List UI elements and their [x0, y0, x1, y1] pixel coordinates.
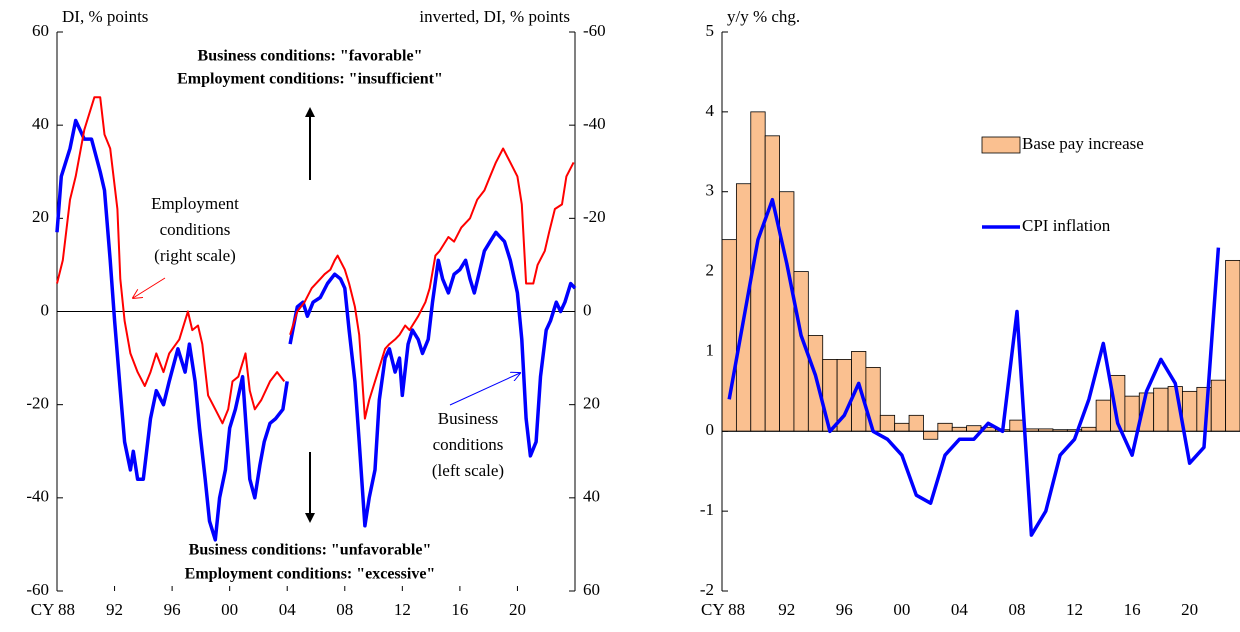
x-tick-label: 92 — [778, 600, 795, 619]
bar — [937, 422, 953, 432]
y-axis-title: y/y % chg. — [727, 7, 800, 26]
y-tick-label: 0 — [583, 300, 592, 319]
y2-axis-title: inverted, DI, % points — [419, 7, 570, 26]
y-tick-label: 40 — [32, 114, 49, 133]
bar — [1182, 390, 1198, 432]
y-tick-label: -20 — [26, 394, 49, 413]
y-tick-label: 60 — [32, 21, 49, 40]
y-tick-label: 0 — [41, 300, 50, 319]
y-tick-label: 1 — [706, 340, 715, 359]
pointer-arrow — [449, 373, 520, 406]
y-tick-label: 20 — [583, 394, 600, 413]
x-tick-label: CY 88 — [701, 600, 745, 619]
annotation: Business conditions: "unfavorable" — [189, 542, 432, 559]
annotation: conditions — [433, 435, 504, 454]
x-tick-label: 00 — [893, 600, 910, 619]
y-tick-label: -40 — [583, 114, 606, 133]
bar — [966, 425, 982, 432]
legend-label: Base pay increase — [1022, 134, 1144, 153]
bar — [923, 430, 939, 440]
y-axis-title: DI, % points — [62, 7, 148, 26]
y-tick-label: 5 — [706, 21, 715, 40]
bar — [1009, 419, 1025, 432]
y-tick-label: -60 — [26, 580, 49, 599]
bar — [1153, 387, 1169, 432]
x-tick-label: 16 — [451, 600, 468, 619]
bar — [1081, 426, 1097, 432]
x-tick-label: 12 — [394, 600, 411, 619]
bar — [779, 191, 795, 432]
x-tick-label: 96 — [836, 600, 853, 619]
bar — [951, 426, 968, 432]
x-tick-label: 16 — [1124, 600, 1141, 619]
bar — [865, 366, 881, 432]
legend-label: CPI inflation — [1022, 216, 1111, 235]
x-tick-label: CY 88 — [31, 600, 75, 619]
x-tick-label: 04 — [951, 600, 969, 619]
pointer-arrow — [133, 277, 166, 298]
y-tick-label: -2 — [700, 580, 714, 599]
y-tick-label: 4 — [706, 101, 715, 120]
annotation: (right scale) — [154, 246, 236, 265]
x-tick-label: 04 — [279, 600, 297, 619]
bar — [807, 335, 824, 432]
legend-swatch — [981, 136, 1021, 154]
annotation: Employment — [151, 194, 239, 213]
bar — [894, 422, 910, 432]
data-line — [727, 197, 1221, 537]
bar — [1225, 259, 1240, 432]
y-tick-label: 40 — [583, 487, 600, 506]
bar — [908, 414, 924, 432]
annotation: Employment conditions: "excessive" — [185, 566, 436, 583]
y-tick-label: -1 — [700, 500, 714, 519]
bar — [822, 359, 838, 432]
y-tick-label: 3 — [706, 181, 715, 200]
annotation: Business conditions: "favorable" — [198, 48, 423, 65]
bar — [721, 239, 737, 432]
x-tick-label: 12 — [1066, 600, 1083, 619]
y-tick-label: 0 — [706, 420, 715, 439]
bar — [1210, 379, 1227, 432]
y-tick-label: -60 — [583, 21, 606, 40]
x-tick-label: 92 — [106, 600, 123, 619]
bar — [879, 414, 896, 432]
x-tick-label: 20 — [1181, 600, 1198, 619]
x-tick-label: 08 — [1008, 600, 1025, 619]
x-tick-label: 96 — [164, 600, 181, 619]
bar — [764, 135, 780, 432]
bar — [735, 183, 752, 432]
annotation: Business — [438, 409, 498, 428]
x-tick-label: 08 — [336, 600, 353, 619]
y-tick-label: 60 — [583, 580, 600, 599]
y-tick-label: -40 — [26, 487, 49, 506]
x-tick-label: 00 — [221, 600, 238, 619]
annotation: conditions — [160, 220, 231, 239]
data-line — [56, 96, 575, 425]
annotation: (left scale) — [432, 461, 504, 480]
y-tick-label: 20 — [32, 207, 49, 226]
annotation: Employment conditions: "insufficient" — [177, 71, 443, 88]
bar — [1095, 399, 1111, 432]
y-tick-label: -20 — [583, 207, 606, 226]
x-tick-label: 20 — [509, 600, 526, 619]
data-line — [55, 118, 577, 542]
y-tick-label: 2 — [706, 260, 715, 279]
